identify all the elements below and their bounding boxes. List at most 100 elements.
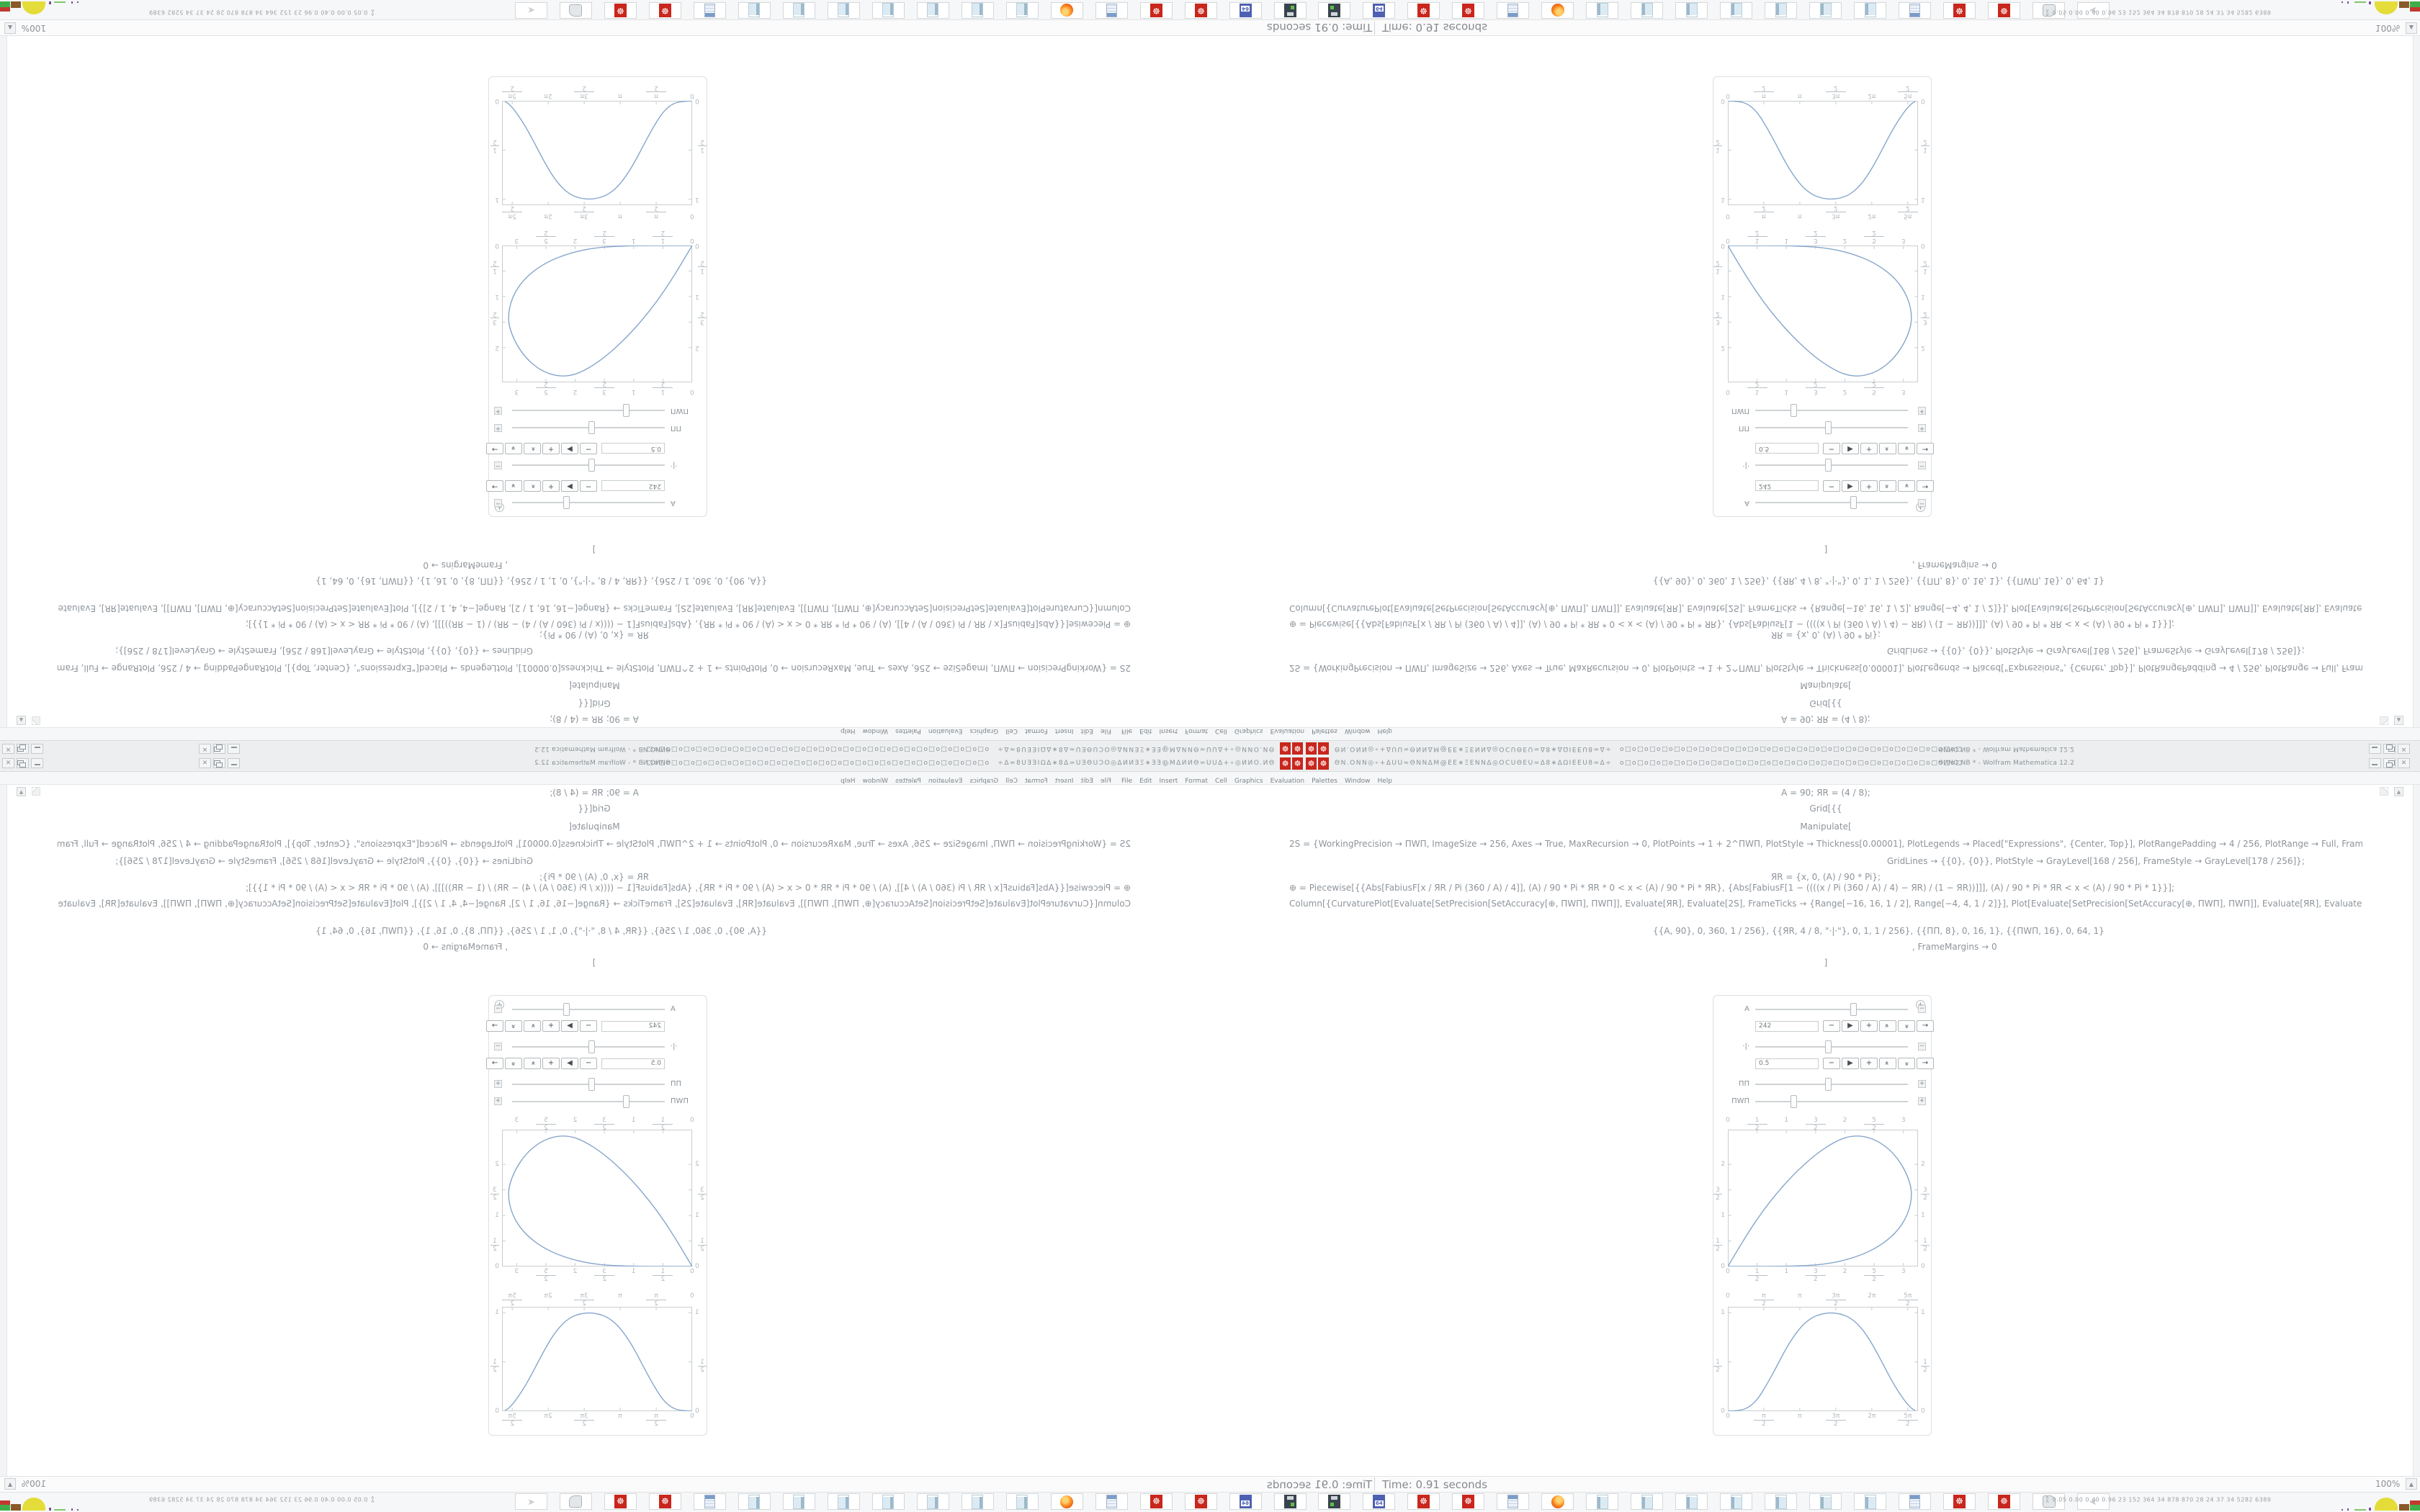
slider-4[interactable]: [512, 1095, 665, 1108]
close-button[interactable]: ✕: [2398, 744, 2410, 754]
scroll-top-button[interactable]: ▲: [4, 1478, 16, 1490]
menu-item-insert[interactable]: Insert: [1054, 727, 1074, 734]
expand-toggle[interactable]: +: [1918, 1097, 1926, 1105]
faster-button[interactable]: »: [524, 443, 541, 454]
menu-item-window[interactable]: Window: [1344, 727, 1371, 734]
taskbar-icon-notebook-document[interactable]: [1675, 1493, 1708, 1510]
to-end-button[interactable]: →: [486, 1058, 503, 1069]
taskbar-icon-mathematica-kernel[interactable]: ☸: [1140, 2, 1173, 19]
minimize-button[interactable]: [2369, 744, 2381, 754]
taskbar-icon-mathematica-kernel[interactable]: ☸: [1185, 2, 1217, 19]
menu-item-cell[interactable]: Cell: [1005, 727, 1018, 734]
taskbar-icon-notebook-document[interactable]: [1586, 2, 1618, 19]
faster-button[interactable]: »: [1879, 1058, 1896, 1069]
slower-button[interactable]: »: [1898, 1058, 1915, 1069]
menu-item-graphics[interactable]: Graphics: [1234, 778, 1263, 785]
taskbar-icon-notebook-document[interactable]: [1854, 2, 1886, 19]
minimize-button[interactable]: [228, 744, 240, 754]
taskbar-icon-notebook-document[interactable]: [783, 2, 815, 19]
slider-4[interactable]: [1755, 404, 1908, 417]
increment-button[interactable]: +: [1860, 480, 1878, 492]
increment-button[interactable]: +: [542, 1058, 560, 1069]
code-line[interactable]: {{A, 90}, 0, 360, 1 / 256}, {{ЯR, 4 / 8,…: [315, 927, 767, 936]
taskbar-icon-calculator[interactable]: [1095, 2, 1128, 19]
taskbar-icon-saved-notebook-dark[interactable]: [1274, 2, 1307, 19]
code-line[interactable]: {{A, 90}, 0, 360, 1 / 256}, {{ЯR, 4 / 8,…: [1653, 927, 2105, 936]
taskbar-icon-inactive-arrow[interactable]: ➤: [2077, 1493, 2110, 1510]
code-line[interactable]: 2S = {WorkingPrecision → ΠWΠ, ImageSize …: [58, 840, 1131, 849]
taskbar-icon-mathematica-kernel[interactable]: ☸: [604, 1493, 637, 1510]
scrollbar-up-button[interactable]: ▲: [17, 716, 26, 725]
taskbar-icon-notebook-document[interactable]: [1586, 1493, 1618, 1510]
taskbar-icon-notebook-document[interactable]: [872, 1493, 905, 1510]
close-button[interactable]: ✕: [199, 758, 211, 768]
value-field-·|·[interactable]: 0.5: [1755, 1058, 1819, 1069]
taskbar-icon-mathematica-kernel[interactable]: ☸: [1407, 2, 1440, 19]
scroll-top-button[interactable]: ▲: [2406, 1478, 2417, 1490]
slower-button[interactable]: »: [1898, 443, 1915, 454]
to-end-button[interactable]: →: [1917, 1020, 1934, 1032]
scrollbar-up-button[interactable]: ▲: [2394, 787, 2403, 796]
restore-button[interactable]: [2383, 758, 2396, 768]
code-line[interactable]: ЯR = {x, 0, (A) / 90 * Pi};: [539, 630, 650, 639]
to-end-button[interactable]: →: [1917, 443, 1934, 454]
value-field-·|·[interactable]: 0.5: [1755, 443, 1819, 454]
restore-button[interactable]: [17, 744, 29, 754]
expand-toggle[interactable]: +: [1918, 407, 1926, 415]
slider-thumb[interactable]: [588, 459, 595, 472]
menu-item-format[interactable]: Format: [1024, 778, 1048, 785]
slider-3[interactable]: [512, 421, 665, 434]
menu-item-insert[interactable]: Insert: [1054, 778, 1074, 785]
value-field-A[interactable]: 242: [1755, 480, 1819, 491]
restore-button[interactable]: [213, 758, 225, 768]
slower-button[interactable]: »: [505, 1058, 522, 1069]
decrement-button[interactable]: −: [580, 443, 597, 454]
code-line[interactable]: , FrameMargins → 0: [423, 560, 508, 570]
to-end-button[interactable]: →: [486, 443, 503, 454]
menu-item-help[interactable]: Help: [1377, 727, 1393, 734]
taskbar-icon-script-scroll[interactable]: [2033, 1493, 2065, 1510]
play-button[interactable]: ▶: [561, 1020, 578, 1032]
restore-button[interactable]: [213, 744, 225, 754]
collapse-toggle[interactable]: −: [1918, 499, 1926, 507]
taskbar-icon-inactive-arrow[interactable]: ➤: [515, 2, 547, 19]
code-line[interactable]: Column[{CurvaturePlot[Evaluate[SetPrecis…: [58, 603, 1131, 613]
menu-item-edit[interactable]: Edit: [1080, 727, 1093, 734]
taskbar-icon-notebook-document[interactable]: [1006, 2, 1039, 19]
taskbar-icon-mathematica-kernel[interactable]: ☸: [1943, 2, 1976, 19]
taskbar-icon-script-scroll[interactable]: [560, 2, 592, 19]
decrement-button[interactable]: −: [1823, 443, 1840, 454]
code-line[interactable]: {{A, 90}, 0, 360, 1 / 256}, {{ЯR, 4 / 8,…: [1653, 576, 2105, 585]
menu-item-insert[interactable]: Insert: [1159, 727, 1178, 734]
taskbar-icon-floppy-64[interactable]: 64: [1363, 1493, 1395, 1510]
slider-2[interactable]: [1755, 1040, 1908, 1053]
code-line[interactable]: GridLines → {{0}, {0}}, PlotStyle → Gray…: [1887, 646, 2305, 655]
menu-item-cell[interactable]: Cell: [1215, 727, 1227, 734]
taskbar-icon-mathematica-kernel[interactable]: ☸: [1988, 2, 2020, 19]
slider-thumb[interactable]: [1791, 404, 1797, 417]
taskbar-icon-notebook-document[interactable]: [1631, 2, 1663, 19]
menu-item-palettes[interactable]: Palettes: [1312, 778, 1337, 785]
slider-3[interactable]: [1755, 421, 1908, 434]
minimize-button[interactable]: [31, 744, 43, 754]
taskbar-icon-notebook-document[interactable]: [962, 1493, 994, 1510]
code-line[interactable]: ЯR = {x, 0, (A) / 90 * Pi};: [1770, 873, 1881, 882]
to-end-button[interactable]: →: [1917, 1058, 1934, 1069]
menu-item-window[interactable]: Window: [862, 778, 889, 785]
taskbar-icon-calculator[interactable]: [1095, 1493, 1128, 1510]
close-button[interactable]: ✕: [199, 744, 211, 754]
code-line[interactable]: A = 90; ЯR = (4 / 8);: [550, 788, 639, 798]
code-line[interactable]: ⊕ = Piecewise[{{Abs[FabiusF[x / ЯR / Pi …: [245, 619, 1131, 629]
menu-item-evaluation[interactable]: Evaluation: [1270, 778, 1305, 785]
slider-thumb[interactable]: [563, 496, 570, 509]
code-line[interactable]: , FrameMargins → 0: [423, 942, 508, 952]
decrement-button[interactable]: −: [580, 1020, 597, 1032]
taskbar-icon-calculator[interactable]: [694, 1493, 726, 1510]
menu-item-cell[interactable]: Cell: [1215, 778, 1227, 785]
menu-item-edit[interactable]: Edit: [1080, 778, 1093, 785]
expand-toggle[interactable]: +: [494, 424, 502, 432]
scrollbar-up-button[interactable]: ▲: [2394, 716, 2403, 725]
expand-toggle[interactable]: +: [1918, 1080, 1926, 1088]
menu-item-graphics[interactable]: Graphics: [1234, 727, 1263, 734]
taskbar-icon-calculator[interactable]: [1497, 2, 1529, 19]
